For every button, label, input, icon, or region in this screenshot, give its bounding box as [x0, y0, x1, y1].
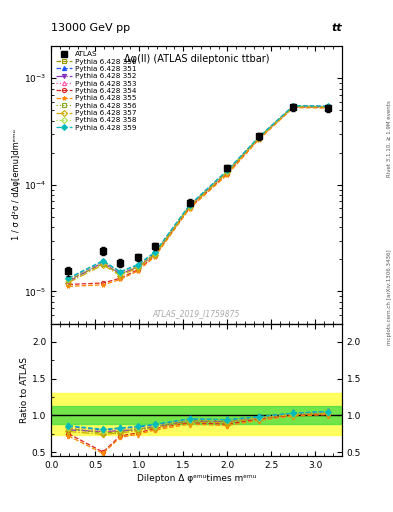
X-axis label: Dilepton Δ φᵉᵐᵘtimes mᵉᵐᵘ: Dilepton Δ φᵉᵐᵘtimes mᵉᵐᵘ [137, 474, 256, 483]
Text: Δφ(ll) (ATLAS dileptonic ttbar): Δφ(ll) (ATLAS dileptonic ttbar) [124, 54, 269, 65]
Text: tt: tt [331, 23, 342, 33]
Legend: ATLAS, Pythia 6.428 350, Pythia 6.428 351, Pythia 6.428 352, Pythia 6.428 353, P: ATLAS, Pythia 6.428 350, Pythia 6.428 35… [55, 50, 138, 132]
Bar [51, 407, 342, 424]
Text: ATLAS_2019_I1759875: ATLAS_2019_I1759875 [153, 309, 240, 318]
Bar [51, 393, 342, 435]
Text: 13000 GeV pp: 13000 GeV pp [51, 23, 130, 33]
Y-axis label: Ratio to ATLAS: Ratio to ATLAS [20, 357, 29, 422]
Y-axis label: 1 / σ d²σ / dΔφ[emu]dmᵉᵐᵘ: 1 / σ d²σ / dΔφ[emu]dmᵉᵐᵘ [12, 130, 21, 240]
Text: mcplots.cern.ch [arXiv:1306.3436]: mcplots.cern.ch [arXiv:1306.3436] [387, 249, 391, 345]
Text: Rivet 3.1.10, ≥ 1.9M events: Rivet 3.1.10, ≥ 1.9M events [387, 100, 391, 177]
